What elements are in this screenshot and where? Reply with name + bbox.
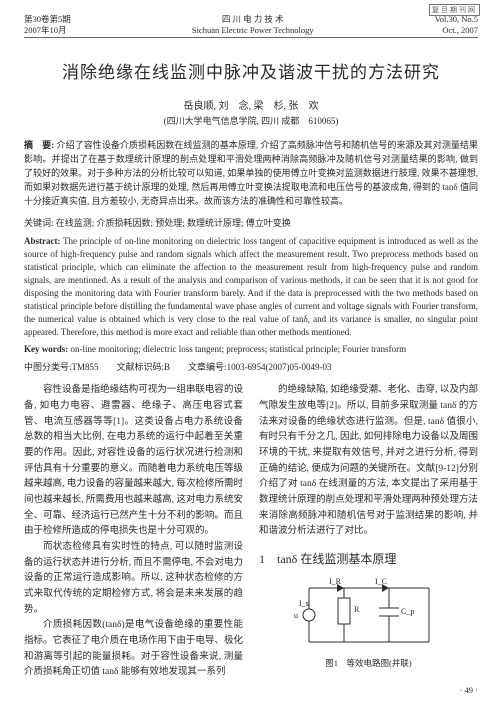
journal-title-cn: 四 川 电 力 技 术 [192,14,314,25]
keywords-en: Key words: on-line monitoring; dielectri… [24,343,478,356]
date-cn: 2007年10月 [24,25,71,36]
section-1-heading: 1 tanδ 在线监测基本原理 [259,550,478,570]
abstract-cn-text: 介绍了容性设备介质损耗因数在线监测的基本原理, 介绍了高频脉冲信号和随机信号的来… [24,140,478,206]
article-title: 消除绝缘在线监测中脉冲及谐波干扰的方法研究 [24,58,478,83]
article-id-value: 1003-6954(2007)05-0049-03 [227,362,332,372]
svg-text:u: u [294,611,298,620]
svg-text:I_R: I_R [329,577,342,586]
column-left: 容性设备是指绝缘结构可视为一组串联电容的设备, 如电力电容、避雷器、绝缘子、高压… [24,383,243,681]
svg-text:R: R [354,605,360,614]
keywords-cn-label: 关键词: [24,218,54,228]
authors: 岳良顺, 刘 念, 梁 杉, 张 欢 [24,97,478,112]
page-number: · 49 · [24,685,478,695]
column-right: 的绝缘缺陷, 如绝缘受潮、老化、击穿, 以及内部气隙发生放电等[2]。所以, 目… [259,383,478,681]
figure-1-caption: 图1 等效电路图(并联) [259,656,478,670]
classification-line: 中图分类号:TM855 文献标识码:B 文章编号:1003-6954(2007)… [24,360,478,373]
affiliation: (四川大学电气信息学院, 四川 成都 610065) [24,114,478,127]
body-columns: 容性设备是指绝缘结构可视为一组串联电容的设备, 如电力电容、避雷器、绝缘子、高压… [24,383,478,681]
svg-text:I_s: I_s [299,599,309,608]
keywords-cn-text: 在线监测; 介质损耗因数; 预处理; 数理统计原理; 傅立叶变换 [56,218,291,228]
doc-code-label: 文献标识码: [117,362,165,372]
para-4: 的绝缘缺陷, 如绝缘受潮、老化、击穿, 以及内部气隙发生放电等[2]。所以, 目… [259,383,478,540]
abstract-en-label: Abstract: [24,236,61,246]
svg-text:C_p: C_p [401,607,414,616]
figure-1: I_R I_C I_s R C_p u 图1 等效电路图(并联) [259,576,478,670]
journal-title-en: Sichuan Electric Power Technology [192,25,314,36]
clc-value: TM855 [72,362,99,372]
keywords-en-text: on-line monitoring; dielectric loss tang… [71,344,407,354]
running-header: 第30卷第5期 2007年10月 四 川 电 力 技 术 Sichuan Ele… [24,14,478,38]
article-id-label: 文章编号: [188,362,227,372]
abstract-cn: 摘 要: 介绍了容性设备介质损耗因数在线监测的基本原理, 介绍了高频脉冲信号和随… [24,139,478,209]
para-3: 介质损耗因数(tanδ)是电气设备绝缘的重要性能指标。它表征了电介质在电场作用下… [24,618,243,681]
vol-issue-cn: 第30卷第5期 [24,14,71,25]
doc-code-value: B [164,362,170,372]
svg-text:I_C: I_C [375,577,387,586]
stamp-box: 复旦期刊网 [429,4,480,16]
abstract-en: Abstract: The principle of on-line monit… [24,235,478,339]
abstract-cn-label: 摘 要: [24,140,54,150]
clc-label: 中图分类号: [24,362,72,372]
keywords-cn: 关键词: 在线监测; 介质损耗因数; 预处理; 数理统计原理; 傅立叶变换 [24,217,478,231]
para-2: 而状态检修具有实时性的特点, 可以随时监测设备的运行状态并进行分析, 而且不需停… [24,540,243,618]
abstract-en-text: The principle of on-line monitoring on d… [24,236,478,337]
para-1: 容性设备是指绝缘结构可视为一组串联电容的设备, 如电力电容、避雷器、绝缘子、高压… [24,383,243,540]
date-en: Oct., 2007 [435,25,478,36]
keywords-en-label: Key words: [24,344,68,354]
